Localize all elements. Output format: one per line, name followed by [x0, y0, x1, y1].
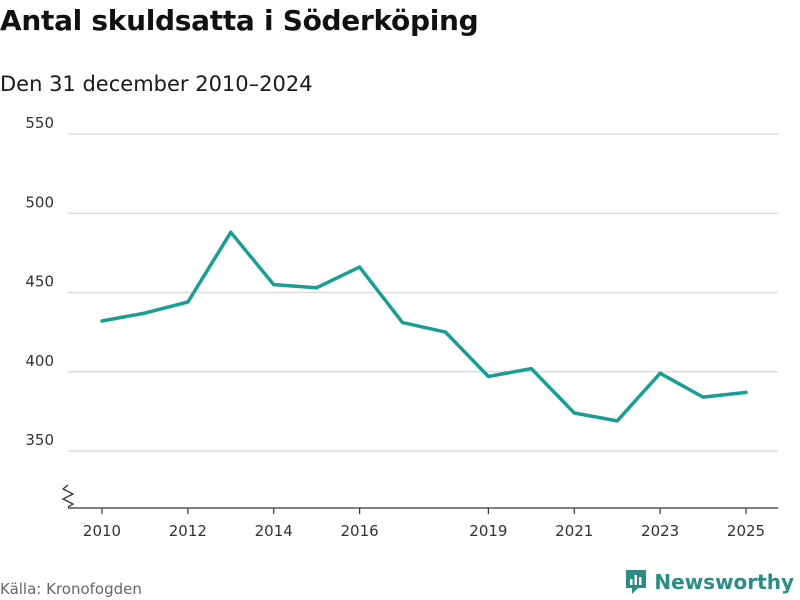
data-point-2012: [186, 300, 190, 304]
data-point-2017: [400, 321, 405, 325]
data-point-2024: [701, 395, 705, 399]
data-point-2020: [529, 366, 533, 371]
data-point-2022: [615, 419, 619, 423]
data-point-2013: [229, 230, 233, 234]
data-point-2018: [443, 330, 448, 334]
x-tick-label-2016: 2016: [341, 522, 379, 540]
data-point-2021: [572, 411, 576, 415]
x-tick-label-2023: 2023: [641, 522, 679, 540]
x-tick-label-2025: 2025: [727, 522, 765, 540]
source-note: Källa: Kronofogden: [0, 580, 142, 598]
newsworthy-logo-icon: [626, 570, 647, 594]
data-point-2010: [100, 319, 104, 323]
x-tick-label-2010: 2010: [83, 522, 121, 540]
y-tick-label-350: 350: [25, 431, 54, 449]
x-tick-label-2021: 2021: [555, 522, 593, 540]
data-point-2015: [315, 286, 319, 290]
data-point-2011: [143, 311, 147, 315]
x-tick-label-2012: 2012: [169, 522, 207, 540]
x-tick-label-2019: 2019: [469, 522, 507, 540]
data-point-2016: [358, 265, 362, 269]
brand-logo: Newsworthy: [624, 568, 794, 596]
data-point-2025: [744, 390, 748, 394]
brand-name: Newsworthy: [654, 570, 794, 594]
y-tick-label-450: 450: [25, 273, 54, 291]
chart-subtitle: Den 31 december 2010–2024: [0, 72, 313, 96]
y-tick-label-550: 550: [25, 114, 54, 132]
x-tick-label-2014: 2014: [255, 522, 293, 540]
data-point-2023: [658, 371, 662, 375]
y-tick-label-500: 500: [25, 193, 54, 211]
series-line-0: [100, 230, 748, 423]
y-tick-label-400: 400: [25, 352, 54, 370]
data-point-2014: [272, 282, 276, 287]
data-point-2019: [486, 374, 490, 379]
axis-break-icon: [61, 484, 75, 508]
chart-title: Antal skuldsatta i Söderköping: [0, 4, 479, 37]
